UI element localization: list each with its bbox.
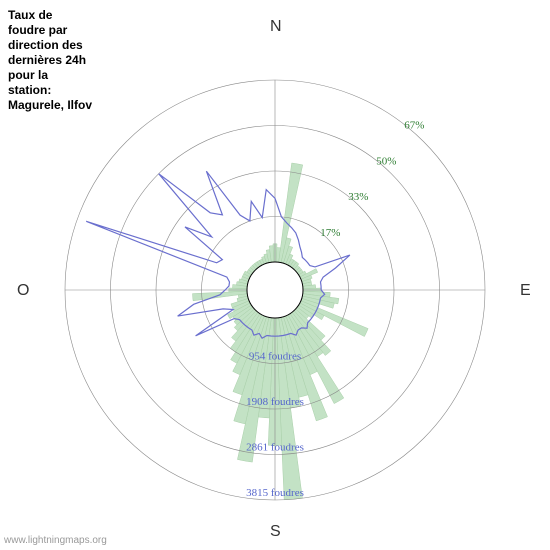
windrose-chart: 17% 33% 50% 67% 954 foudres 1908 foudres 2861 … (0, 0, 550, 550)
svg-text:954 foudres: 954 foudres (249, 351, 301, 363)
svg-text:33%: 33% (348, 191, 368, 203)
svg-text:67%: 67% (404, 120, 424, 132)
svg-text:50%: 50% (376, 155, 396, 167)
svg-text:17%: 17% (320, 227, 340, 239)
svg-text:1908 foudres: 1908 foudres (246, 396, 304, 408)
footer-credit: www.lightningmaps.org (4, 535, 107, 546)
svg-text:2861 foudres: 2861 foudres (246, 442, 304, 454)
svg-text:3815 foudres: 3815 foudres (246, 487, 304, 499)
